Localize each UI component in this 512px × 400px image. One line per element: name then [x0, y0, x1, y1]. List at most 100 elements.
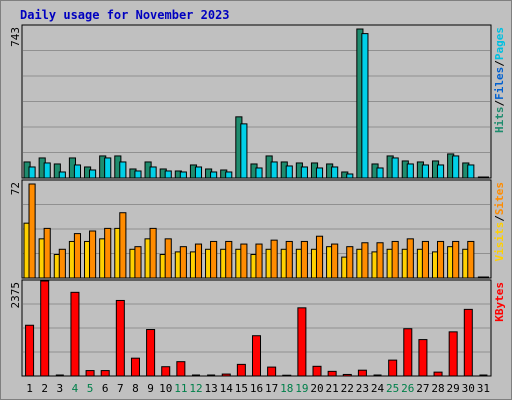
legend-entry: /: [493, 60, 506, 67]
bar-visits-day-30: [467, 240, 475, 279]
bar-visits-day-8: [134, 246, 142, 279]
bar-visits-day-12: [194, 243, 203, 279]
x-tick-label: 24: [371, 382, 385, 395]
x-tick-label: 25: [386, 382, 399, 395]
bar-visits-day-5: [89, 230, 97, 279]
legend-entry: /: [493, 100, 506, 107]
x-tick-label: 16: [250, 382, 263, 395]
x-tick-label: 17: [265, 382, 278, 395]
bar-kbytes-day-17: [267, 366, 277, 377]
bar-kbytes-day-7: [115, 299, 125, 377]
x-tick-label: 23: [356, 382, 369, 395]
bar-visits-day-28: [436, 240, 445, 279]
bar-files-day-12: [194, 166, 203, 179]
bar-kbytes-day-28: [433, 371, 443, 377]
bar-kbytes-day-8: [130, 357, 140, 377]
x-tick-label: 15: [235, 382, 248, 395]
y-max-label: 72: [9, 182, 22, 195]
x-tick-label: 26: [401, 382, 414, 395]
x-tick-label: 20: [310, 382, 323, 395]
chart-title: Daily usage for November 2023: [20, 8, 230, 22]
x-tick-label: 7: [117, 382, 124, 395]
bar-kbytes-day-20: [312, 365, 322, 377]
bar-visits-day-18: [285, 240, 293, 279]
bar-visits-day-26: [406, 238, 414, 279]
bar-visits-day-24: [376, 242, 384, 279]
legend-entry: Files: [493, 67, 506, 100]
x-tick-label: 21: [326, 382, 339, 395]
bar-kbytes-day-2: [40, 280, 50, 377]
x-tick-label: 3: [57, 382, 64, 395]
bar-kbytes-day-19: [297, 307, 307, 377]
bar-kbytes-day-30: [463, 308, 473, 377]
bar-files-day-4: [73, 164, 82, 179]
bar-files-day-1: [28, 166, 36, 179]
bar-kbytes-day-22: [342, 373, 352, 377]
x-tick-label: 27: [416, 382, 429, 395]
bar-visits-day-14: [225, 240, 233, 279]
bar-kbytes-day-6: [100, 370, 110, 377]
bar-visits-day-1: [28, 183, 36, 279]
bar-files-day-23: [361, 33, 369, 179]
legend-entry: Sites: [493, 182, 506, 215]
x-tick-label: 4: [72, 382, 79, 395]
x-tick-label: 18: [280, 382, 293, 395]
bar-files-day-29: [452, 155, 460, 179]
bar-files-day-24: [376, 167, 384, 179]
bar-visits-day-11: [179, 246, 187, 279]
bar-visits-day-17: [270, 239, 278, 279]
bar-kbytes-day-11: [176, 361, 186, 377]
bar-files-day-16: [255, 167, 263, 179]
bar-visits-day-19: [300, 240, 308, 279]
bar-kbytes-day-1: [25, 324, 35, 377]
bar-kbytes-day-29: [448, 331, 458, 377]
bar-visits-day-15: [240, 243, 248, 279]
bar-files-day-14: [225, 171, 233, 179]
right-legend-panel3: KBytes: [493, 282, 506, 322]
bar-visits-day-6: [104, 227, 112, 279]
x-tick-label: 13: [204, 382, 217, 395]
bar-files-day-27: [421, 164, 429, 179]
right-legend-panel2: Visits/Sites: [493, 182, 506, 262]
legend-entry: Hits: [493, 107, 506, 134]
x-tick-label: 6: [102, 382, 109, 395]
x-tick-label: 5: [87, 382, 94, 395]
bar-visits-day-29: [452, 240, 460, 279]
bar-files-day-22: [346, 173, 354, 179]
bar-kbytes-day-4: [70, 291, 80, 377]
bar-files-day-3: [58, 171, 66, 179]
bar-visits-day-27: [421, 240, 429, 279]
x-tick-label: 9: [147, 382, 154, 395]
x-tick-label: 31: [477, 382, 490, 395]
bar-files-day-10: [164, 170, 172, 179]
bar-kbytes-day-18: [282, 374, 292, 377]
x-tick-label: 28: [431, 382, 444, 395]
x-tick-label: 14: [220, 382, 234, 395]
bar-kbytes-day-26: [403, 328, 413, 377]
bar-kbytes-day-15: [236, 363, 246, 377]
legend-entry: KBytes: [493, 282, 506, 322]
x-tick-label: 22: [341, 382, 354, 395]
bar-kbytes-day-27: [418, 339, 428, 377]
bar-visits-day-9: [149, 227, 157, 279]
bar-files-day-28: [436, 164, 445, 179]
x-tick-label: 2: [41, 382, 48, 395]
right-legend-panel1: Hits/Files/Pages: [493, 27, 506, 133]
x-tick-label: 1: [26, 382, 33, 395]
y-max-label: 743: [9, 27, 22, 47]
bar-files-day-19: [300, 166, 308, 179]
bar-files-day-9: [149, 166, 157, 179]
bar-visits-day-2: [43, 227, 51, 279]
bar-files-day-21: [331, 166, 339, 179]
bar-files-day-8: [134, 170, 142, 179]
legend-entry: /: [493, 215, 506, 222]
y-max-label: 2375: [9, 282, 22, 309]
bar-files-day-25: [391, 157, 399, 179]
bar-visits-day-4: [73, 233, 82, 279]
bar-files-day-26: [406, 163, 414, 179]
bar-files-day-5: [89, 169, 97, 179]
x-tick-label: 29: [447, 382, 460, 395]
bar-files-day-20: [315, 167, 324, 179]
x-tick-label: 12: [189, 382, 202, 395]
